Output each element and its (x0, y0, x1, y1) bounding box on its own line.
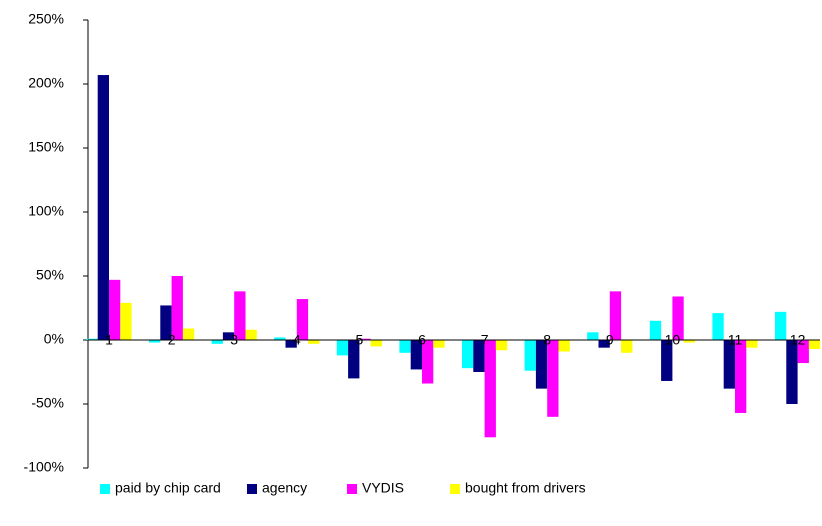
y-tick-label: 150% (28, 139, 64, 155)
bar (746, 340, 758, 348)
bar (410, 340, 422, 370)
bar (735, 340, 747, 413)
bar (86, 338, 98, 340)
bar (234, 291, 246, 340)
bar (160, 305, 172, 340)
x-tick-label: 1 (105, 332, 113, 348)
x-tick-label: 5 (356, 332, 364, 348)
y-tick-label: 50% (36, 267, 64, 283)
bar (336, 340, 349, 356)
bar (97, 75, 109, 340)
y-tick-label: 0% (44, 331, 64, 347)
bar (547, 340, 559, 417)
bar (462, 340, 474, 369)
bar (296, 299, 309, 340)
x-tick-label: 8 (543, 332, 551, 348)
bar (712, 313, 724, 340)
x-tick-label: 4 (293, 332, 301, 348)
bar (274, 337, 286, 340)
bar (649, 320, 662, 340)
bar (182, 328, 195, 340)
legend-label: agency (262, 480, 307, 496)
bar (245, 329, 257, 340)
x-tick-label: 3 (230, 332, 238, 348)
legend-swatch (347, 484, 357, 494)
y-tick-label: -50% (31, 395, 64, 411)
bar (433, 340, 445, 348)
y-tick-label: -100% (24, 459, 64, 475)
y-tick-label: 200% (28, 75, 64, 91)
y-tick-label: 100% (28, 203, 64, 219)
bar (683, 340, 695, 343)
bar (120, 302, 132, 340)
bar (149, 340, 161, 343)
bar (308, 340, 320, 344)
bar (609, 291, 622, 340)
legend-label: VYDIS (362, 480, 404, 496)
legend-swatch (450, 484, 460, 494)
bar (598, 340, 610, 348)
x-tick-label: 7 (481, 332, 489, 348)
bar (621, 340, 633, 353)
bar (524, 340, 536, 371)
x-tick-label: 12 (790, 332, 806, 348)
bar (786, 340, 798, 404)
bar (211, 340, 223, 344)
bar (723, 340, 735, 389)
bar (348, 340, 360, 379)
legend-swatch (247, 484, 257, 494)
bar (285, 340, 297, 348)
bar (171, 276, 183, 340)
bar (587, 332, 599, 340)
bar (222, 332, 235, 340)
x-tick-label: 10 (665, 332, 681, 348)
bar (661, 340, 673, 381)
x-tick-label: 2 (168, 332, 176, 348)
bar (535, 340, 548, 389)
x-tick-label: 6 (418, 332, 426, 348)
bar (672, 296, 684, 340)
legend-label: bought from drivers (465, 480, 586, 496)
bar (558, 340, 570, 352)
bar (359, 338, 371, 340)
bar (495, 340, 508, 351)
bar (797, 340, 809, 364)
legend-label: paid by chip card (115, 480, 221, 496)
bar (399, 340, 411, 353)
bar (370, 340, 382, 347)
bar (775, 311, 787, 340)
bar (109, 279, 121, 340)
bar (484, 340, 496, 438)
x-tick-label: 9 (606, 332, 614, 348)
bar (422, 340, 434, 384)
x-tick-label: 11 (728, 332, 743, 348)
bar (473, 340, 485, 372)
legend-swatch (100, 484, 110, 494)
bar (808, 340, 821, 349)
y-tick-label: 250% (28, 11, 64, 27)
